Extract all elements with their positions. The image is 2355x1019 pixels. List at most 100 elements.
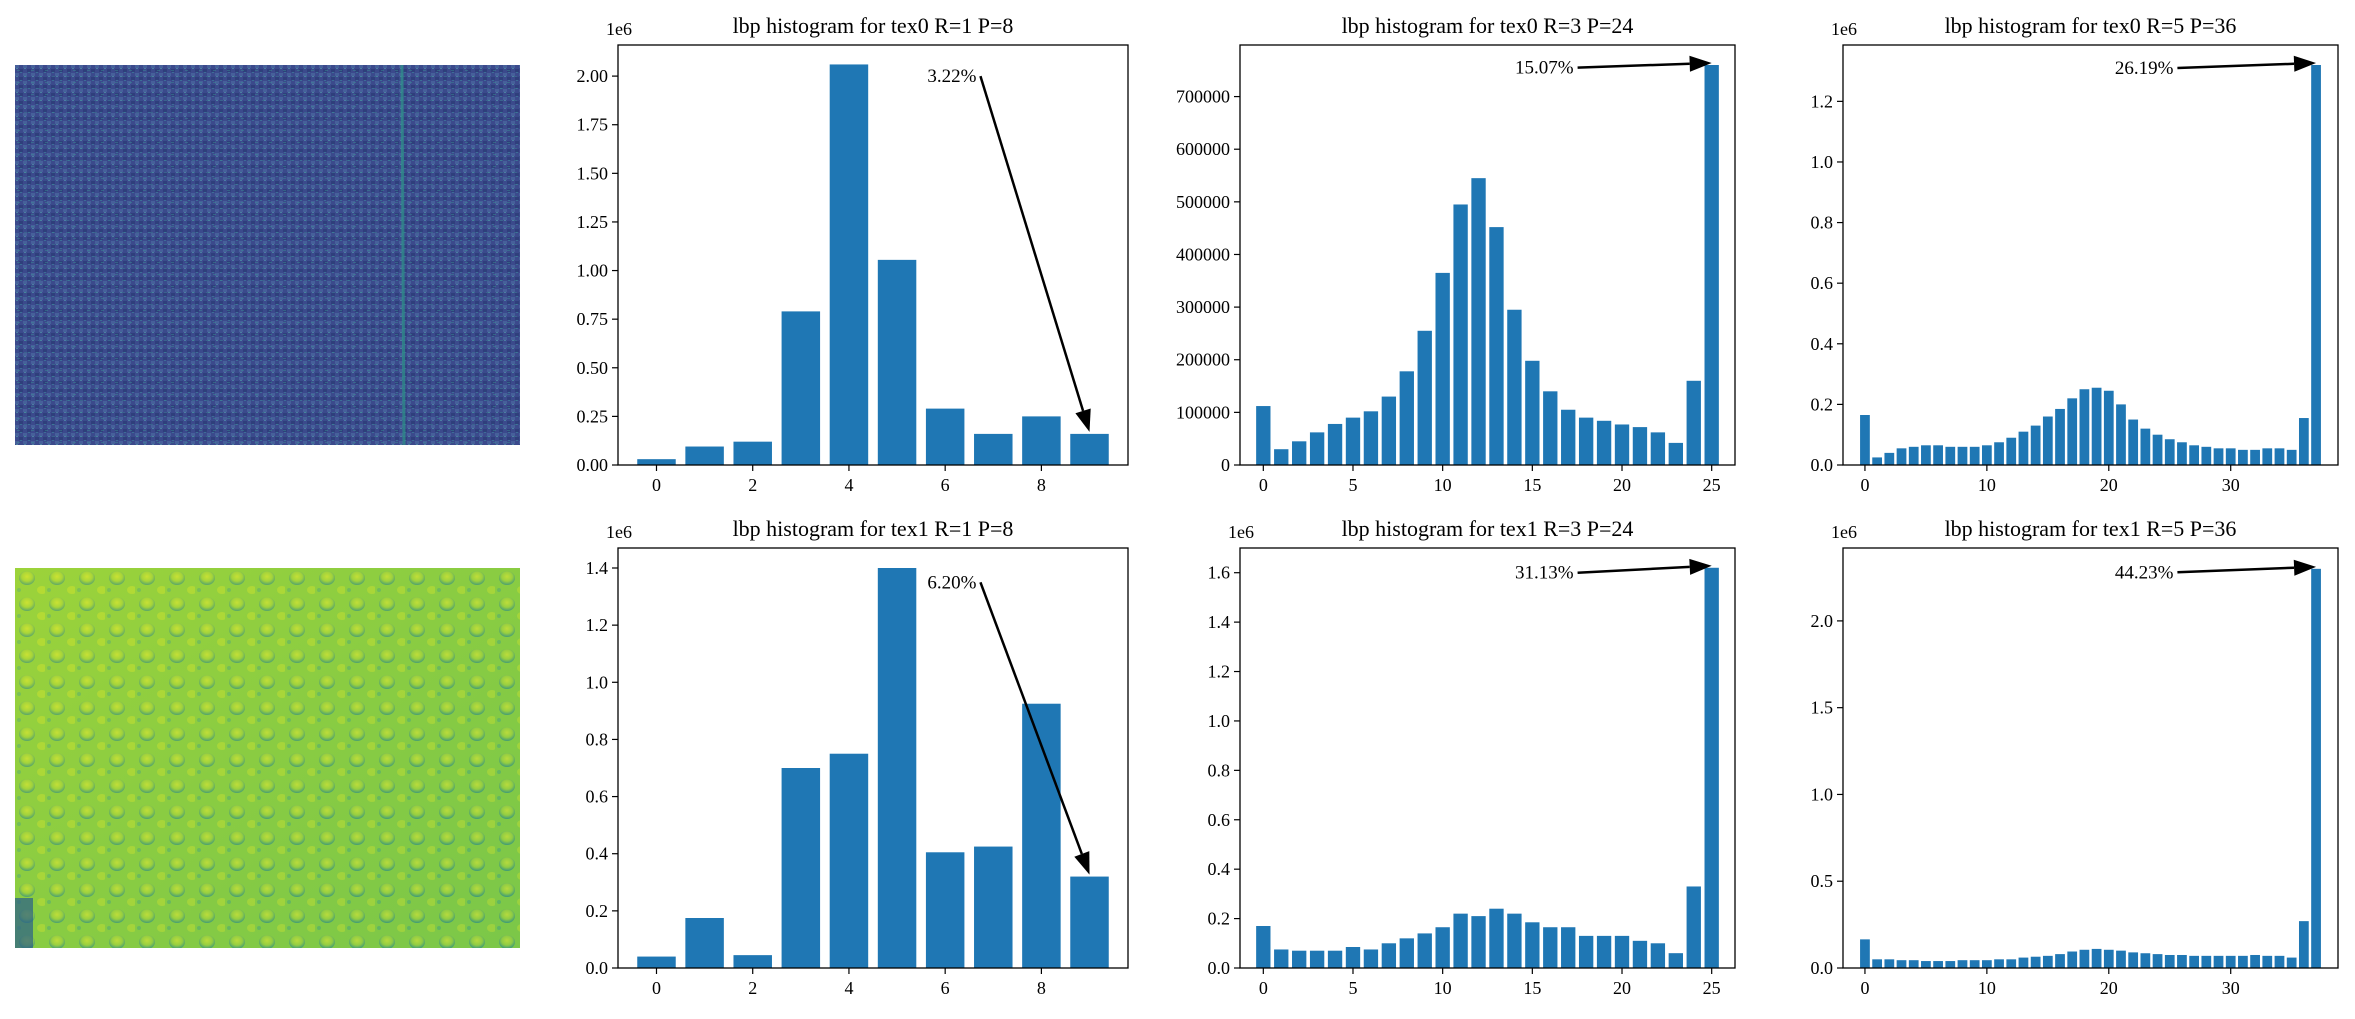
bar-5-21 xyxy=(1632,940,1648,968)
x-tick-label: 8 xyxy=(1037,475,1046,495)
y-tick-label: 1.0 xyxy=(1811,152,1834,172)
bar-2-15 xyxy=(1525,360,1540,465)
bar-6-5 xyxy=(1921,961,1931,968)
bar-6-1 xyxy=(1872,959,1883,968)
bar-2-19 xyxy=(1596,420,1612,465)
x-tick-label: 10 xyxy=(1978,475,1996,495)
bar-6-23 xyxy=(2140,953,2151,968)
bar-5-13 xyxy=(1489,908,1504,968)
bar-6-16 xyxy=(2055,954,2065,968)
bar-6-3 xyxy=(1896,960,1907,968)
annotation-arrow-shaft xyxy=(1577,62,1690,69)
x-tick-label: 5 xyxy=(1348,978,1357,998)
annotation-arrow-head xyxy=(1689,558,1712,575)
bar-6-25 xyxy=(2164,954,2175,968)
x-tick-label: 15 xyxy=(1523,978,1541,998)
bar-6-15 xyxy=(2042,955,2053,968)
bar-3-13 xyxy=(2018,431,2029,465)
bar-2-5 xyxy=(1345,417,1361,465)
y-tick-label: 0.8 xyxy=(586,729,609,749)
bar-6-12 xyxy=(2006,959,2017,968)
x-tick-label: 10 xyxy=(1434,475,1452,495)
bar-5-9 xyxy=(1417,933,1432,968)
bar-6-14 xyxy=(2030,956,2041,968)
bar-5-20 xyxy=(1614,935,1630,968)
bar-6-31 xyxy=(2238,955,2248,968)
bar-6-29 xyxy=(2213,955,2224,968)
bar-6-4 xyxy=(1908,960,1919,968)
bar-6-13 xyxy=(2018,957,2029,968)
bar-6-8 xyxy=(1957,960,1968,968)
chart-title: lbp histogram for tex0 R=1 P=8 xyxy=(733,13,1014,38)
bar-6-7 xyxy=(1945,961,1956,968)
y-tick-label: 500000 xyxy=(1176,192,1230,212)
y-tick-label: 0.00 xyxy=(577,455,609,475)
y-tick-label: 0.25 xyxy=(577,406,609,426)
bar-6-28 xyxy=(2201,955,2212,968)
bar-3-19 xyxy=(2091,387,2102,465)
x-tick-label: 20 xyxy=(2100,978,2118,998)
y-tick-label: 1.0 xyxy=(1811,784,1834,804)
x-tick-label: 0 xyxy=(652,475,661,495)
y-tick-label: 300000 xyxy=(1176,297,1230,317)
y-scale-label: 1e6 xyxy=(606,19,632,39)
y-tick-label: 1.50 xyxy=(577,163,609,183)
bar-6-11 xyxy=(1994,959,2004,968)
y-scale-label: 1e6 xyxy=(1831,522,1857,542)
bar-2-0 xyxy=(1256,406,1271,465)
bar-3-28 xyxy=(2201,446,2212,465)
bar-6-17 xyxy=(2067,951,2078,968)
bar-3-36 xyxy=(2298,418,2309,465)
y-tick-label: 200000 xyxy=(1176,350,1230,370)
bar-3-9 xyxy=(1969,446,1980,465)
bar-6-2 xyxy=(1884,959,1895,968)
bar-2-16 xyxy=(1543,391,1558,465)
bar-1-4 xyxy=(829,64,869,465)
bar-5-23 xyxy=(1668,953,1683,968)
bar-2-13 xyxy=(1489,227,1504,465)
chart-title: lbp histogram for tex1 R=1 P=8 xyxy=(733,516,1014,541)
bar-5-17 xyxy=(1561,927,1576,968)
bar-6-30 xyxy=(2225,955,2236,968)
annotation-arrow-shaft xyxy=(979,581,1083,855)
bar-3-29 xyxy=(2213,448,2224,465)
y-tick-label: 700000 xyxy=(1176,87,1230,107)
y-tick-label: 1.00 xyxy=(577,261,609,281)
y-tick-label: 1.0 xyxy=(1208,711,1231,731)
x-tick-label: 0 xyxy=(652,978,661,998)
x-tick-label: 30 xyxy=(2222,978,2240,998)
y-tick-label: 0.6 xyxy=(586,787,609,807)
bar-4-4 xyxy=(829,753,869,968)
bar-1-0 xyxy=(637,459,676,465)
x-tick-label: 15 xyxy=(1523,475,1541,495)
bar-2-12 xyxy=(1471,178,1486,465)
tex0-texture-image xyxy=(15,65,520,445)
bar-2-4 xyxy=(1327,423,1343,465)
x-tick-label: 6 xyxy=(941,475,950,495)
y-tick-label: 1.0 xyxy=(586,672,609,692)
bar-3-25 xyxy=(2164,439,2175,465)
x-tick-label: 20 xyxy=(1613,978,1631,998)
bar-5-10 xyxy=(1435,927,1450,968)
bar-2-3 xyxy=(1309,432,1325,465)
bar-4-9 xyxy=(1070,876,1109,968)
bar-3-16 xyxy=(2055,408,2065,465)
bar-6-20 xyxy=(2103,949,2114,968)
bar-3-18 xyxy=(2079,389,2090,465)
y-tick-label: 0.50 xyxy=(577,358,609,378)
bar-3-3 xyxy=(1896,448,1907,465)
x-tick-label: 30 xyxy=(2222,475,2240,495)
y-tick-label: 1.25 xyxy=(577,212,609,232)
bar-3-20 xyxy=(2103,390,2114,465)
x-tick-label: 0 xyxy=(1259,475,1268,495)
bar-3-14 xyxy=(2030,425,2041,465)
bar-6-26 xyxy=(2177,954,2187,968)
bar-5-0 xyxy=(1256,926,1271,968)
annotation-arrow-head xyxy=(1075,408,1091,432)
bar-5-11 xyxy=(1453,913,1468,968)
y-tick-label: 1.6 xyxy=(1208,563,1231,583)
bar-1-3 xyxy=(781,311,821,465)
bar-5-3 xyxy=(1309,950,1325,968)
y-tick-label: 2.0 xyxy=(1811,611,1834,631)
bar-6-36 xyxy=(2298,921,2309,968)
